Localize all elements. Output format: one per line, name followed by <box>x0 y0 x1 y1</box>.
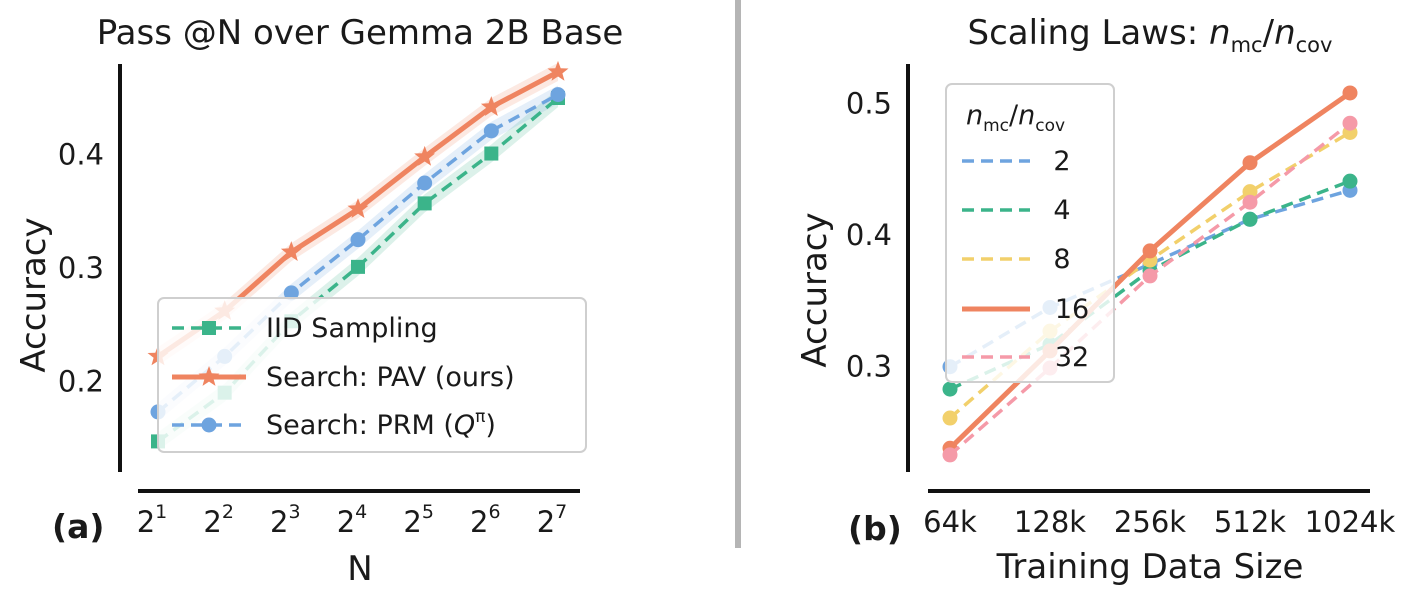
panel-b-x-tick-label: 128k <box>1014 505 1086 539</box>
panel-b-legend: nmc/ncov 2 4 8 16 32 <box>945 83 1115 383</box>
panel-b-x-tick-label: 256k <box>1114 505 1186 539</box>
panel-a-point-1-6 <box>547 60 569 81</box>
panel-a-band-1 <box>158 62 558 366</box>
panel-b-title: Scaling Laws: nmc/ncov <box>968 13 1333 57</box>
panel-a-point-0-3 <box>351 259 365 274</box>
panel-b-x-ticks: 64k 128k 256k 512k 1024k <box>923 505 1395 539</box>
panel-b-point-3-3 <box>1242 155 1258 171</box>
panel-a-y-tick-label: 0.2 <box>58 364 104 398</box>
legend-b-label-4: 4 <box>1053 195 1070 226</box>
panel-a-x-axis-label: N <box>347 549 372 589</box>
panel-a-y-axis-label: Accuracy <box>14 217 54 372</box>
panel-a-x-tick-label: 26 <box>470 501 501 539</box>
panel-a-point-1-2 <box>280 241 302 261</box>
panel-a-point-2-5 <box>483 123 499 139</box>
panel-b-x-tick-label: 512k <box>1214 505 1286 539</box>
panel-a-y-tick-label: 0.3 <box>58 251 104 285</box>
panel-a-point-2-4 <box>417 175 433 191</box>
panel-a-point-0-4 <box>417 196 432 211</box>
legend-a-label-iid: IID Sampling <box>266 313 438 344</box>
panel-a-point-1-4 <box>414 145 436 166</box>
panel-b-x-tick-label: 1024k <box>1305 505 1396 539</box>
panel-a-legend-box <box>157 297 587 453</box>
panel-a-y-tick-label: 0.4 <box>58 138 104 172</box>
legend-a-key-marker-2 <box>201 417 217 433</box>
panel-b-point-2-3 <box>1242 184 1258 200</box>
panel-b-legend-title: nmc/ncov <box>966 100 1065 136</box>
panel-a-title: Pass @N over Gemma 2B Base <box>97 13 624 53</box>
legend-a-key-marker-0 <box>202 321 216 335</box>
panel-b-y-tick-label: 0.4 <box>846 218 892 252</box>
panel-a-x-tick-label: 23 <box>270 501 301 539</box>
panel-a-point-0-5 <box>484 146 499 161</box>
panel-b-y-tick-label: 0.5 <box>846 86 892 120</box>
panel-b-x-tick-label: 64k <box>923 505 977 539</box>
panel-b-point-2-0 <box>942 410 958 426</box>
panel-a-label: (a) <box>52 507 104 546</box>
panel-b-point-3-4 <box>1342 85 1358 101</box>
legend-b-label-2: 2 <box>1053 146 1070 177</box>
panel-b-point-1-4 <box>1342 173 1358 189</box>
legend-a-label-prm: Search: PRM (Qπ) <box>266 407 496 441</box>
panel-a-point-2-2 <box>283 285 299 301</box>
panel-a-x-tick-label: 21 <box>137 501 168 539</box>
panel-b-point-4-0 <box>942 447 958 463</box>
panel-a-point-2-6 <box>550 87 566 103</box>
panel-a-point-1-3 <box>347 198 369 218</box>
panel-b-point-4-4 <box>1342 115 1358 131</box>
panel-b-chart: Scaling Laws: nmc/ncov Accuracy Training… <box>795 13 1395 587</box>
legend-b-label-8: 8 <box>1053 244 1070 275</box>
panel-a-x-tick-label: 22 <box>203 501 234 539</box>
panel-a-y-ticks: 0.2 0.3 0.4 <box>58 138 104 399</box>
panel-b-point-4-2 <box>1142 268 1158 284</box>
panel-b-y-ticks: 0.3 0.4 0.5 <box>846 86 892 383</box>
panel-a-legend: IID Sampling Search: PAV (ours) Search: … <box>157 297 587 453</box>
legend-a-key-marker-1 <box>198 366 220 386</box>
panel-b-point-1-0 <box>942 381 958 397</box>
panel-a-x-tick-label: 24 <box>337 501 368 539</box>
legend-b-label-32: 32 <box>1055 342 1089 373</box>
panel-a-point-1-5 <box>480 96 502 116</box>
panel-b-point-3-2 <box>1142 243 1158 259</box>
legend-a-label-pav: Search: PAV (ours) <box>266 362 515 393</box>
panel-b-point-4-3 <box>1242 194 1258 210</box>
panel-a-point-2-3 <box>350 232 366 248</box>
panel-a-chart: Pass @N over Gemma 2B Base Accuracy N (a… <box>14 13 623 589</box>
panel-b-x-axis-label: Training Data Size <box>996 547 1304 587</box>
panel-b-label: (b) <box>848 509 902 548</box>
panel-a-x-tick-label: 25 <box>403 501 434 539</box>
legend-b-label-16: 16 <box>1055 294 1089 325</box>
panel-a-x-tick-label: 27 <box>537 501 568 539</box>
panel-b-y-axis-label: Accuracy <box>795 212 835 367</box>
panel-b-point-1-3 <box>1242 211 1258 227</box>
panel-b-y-tick-label: 0.3 <box>846 350 892 384</box>
panel-a-x-ticks: 21 22 23 24 25 26 27 <box>137 501 568 539</box>
